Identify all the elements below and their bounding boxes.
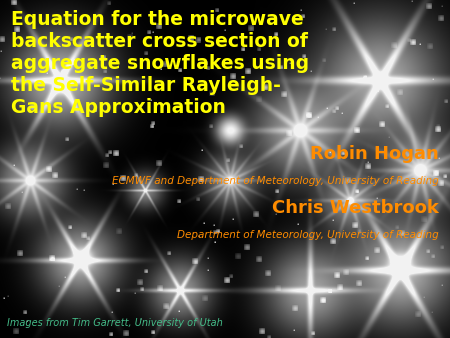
Text: Chris Westbrook: Chris Westbrook — [272, 199, 439, 217]
Text: Robin Hogan: Robin Hogan — [310, 145, 439, 163]
Text: ECMWF and Department of Meteorology, University of Reading: ECMWF and Department of Meteorology, Uni… — [112, 176, 439, 186]
Text: Equation for the microwave
backscatter cross section of
aggregate snowflakes usi: Equation for the microwave backscatter c… — [11, 10, 310, 117]
Text: Images from Tim Garrett, University of Utah: Images from Tim Garrett, University of U… — [7, 318, 222, 328]
Text: Department of Meteorology, University of Reading: Department of Meteorology, University of… — [177, 230, 439, 240]
